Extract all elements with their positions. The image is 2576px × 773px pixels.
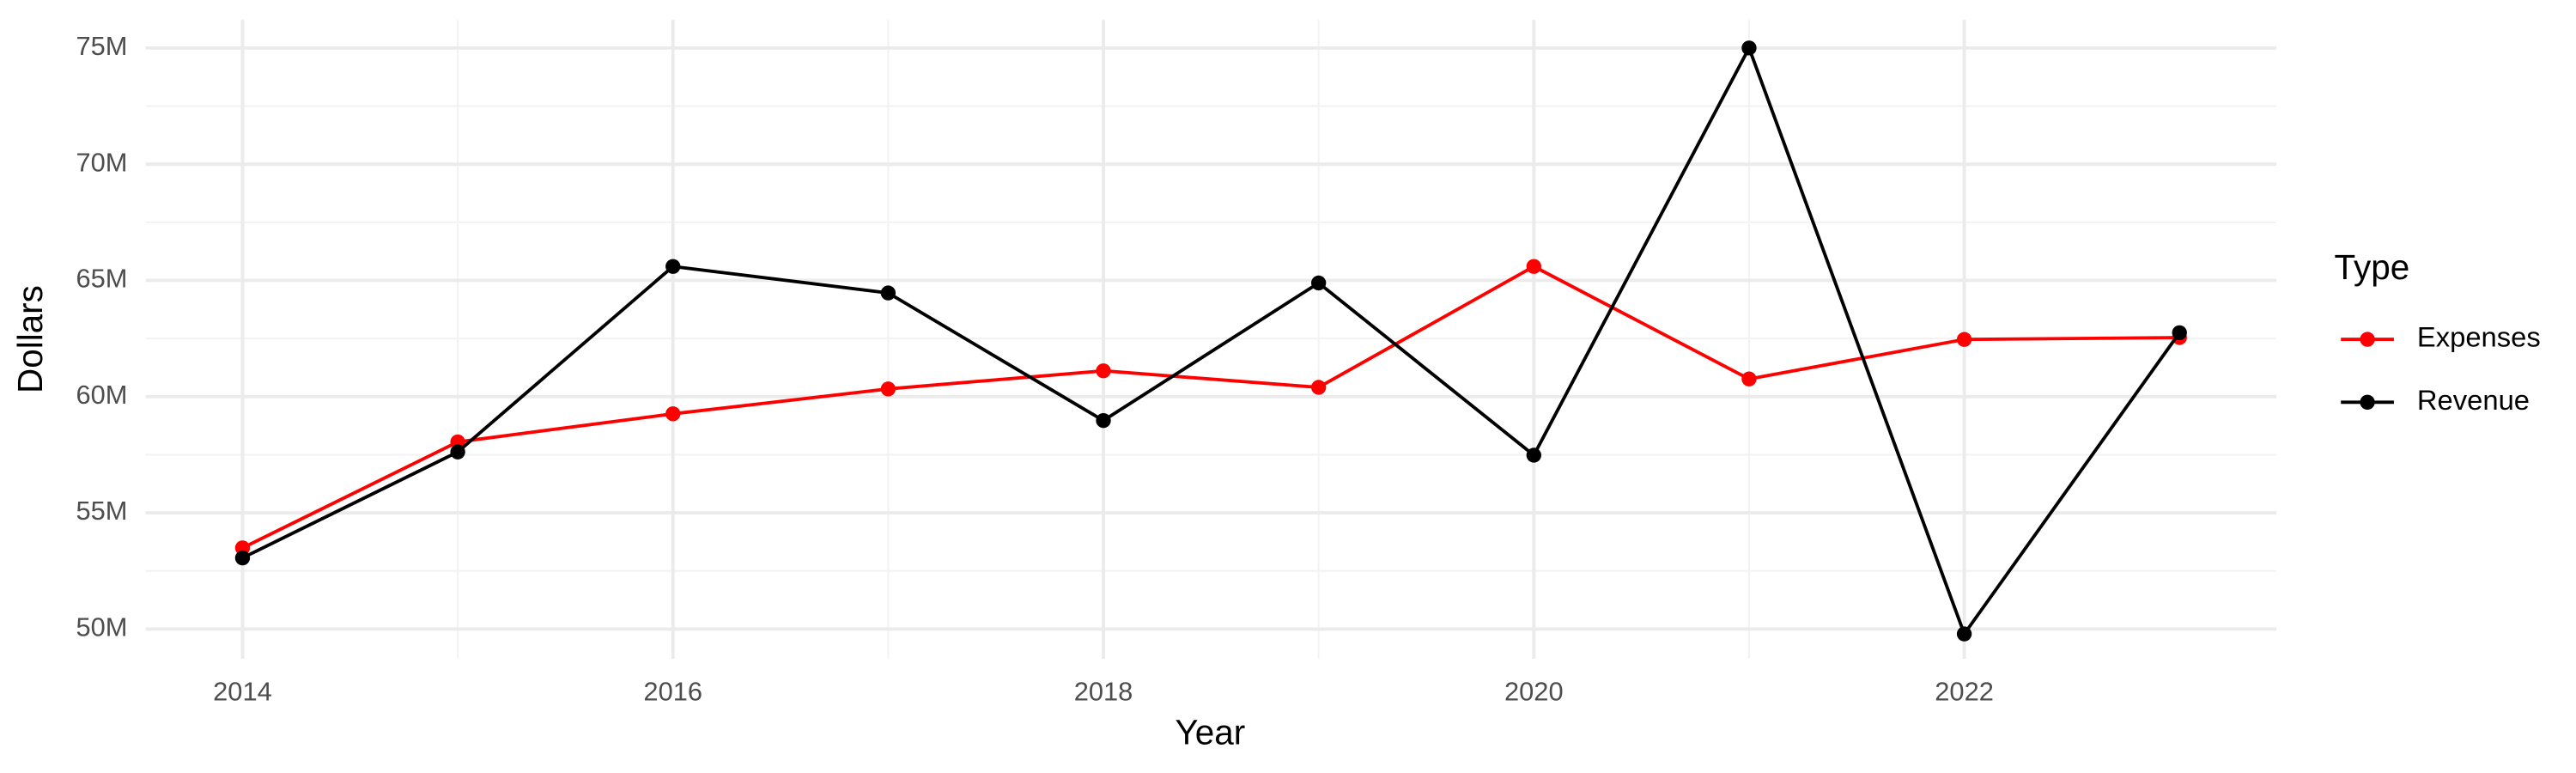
- data-point: [450, 444, 465, 460]
- data-point: [1310, 380, 1327, 395]
- y-tick-label: 55M: [76, 496, 127, 526]
- data-point: [665, 259, 681, 274]
- x-tick-label: 2018: [1074, 677, 1133, 707]
- x-axis-title: Year: [1175, 712, 1245, 752]
- data-point: [880, 381, 896, 397]
- x-tick-label: 2014: [213, 677, 272, 707]
- x-tick-label: 2016: [643, 677, 702, 707]
- x-tick-label: 2020: [1504, 677, 1564, 707]
- data-point: [1096, 363, 1111, 379]
- y-axis-title: Dollars: [10, 285, 50, 393]
- data-point: [1310, 275, 1327, 291]
- data-point: [234, 550, 251, 566]
- y-tick-label: 70M: [76, 147, 127, 177]
- data-point: [1956, 626, 1972, 642]
- series-line: [241, 265, 2180, 550]
- legend-marker: [2360, 332, 2375, 347]
- data-point: [880, 285, 896, 301]
- legend-label: Expenses: [2417, 321, 2541, 353]
- legend-title: Type: [2335, 247, 2410, 287]
- data-point: [1741, 40, 1757, 56]
- data-point: [1526, 447, 1541, 463]
- grid: [145, 20, 2277, 660]
- y-tick-label: 60M: [76, 380, 127, 410]
- data-point: [1956, 332, 1972, 347]
- legend-label: Revenue: [2417, 384, 2530, 416]
- y-tick-label: 75M: [76, 31, 127, 61]
- legend-marker: [2360, 394, 2375, 410]
- data-point: [1741, 371, 1757, 386]
- data-point: [2172, 325, 2187, 341]
- x-tick-label: 2022: [1935, 677, 1994, 707]
- y-tick-label: 65M: [76, 264, 127, 294]
- data-point: [1526, 259, 1541, 274]
- data-point: [665, 406, 681, 422]
- series-line: [241, 44, 2181, 638]
- y-tick-label: 50M: [76, 612, 127, 642]
- data-point: [1096, 412, 1111, 429]
